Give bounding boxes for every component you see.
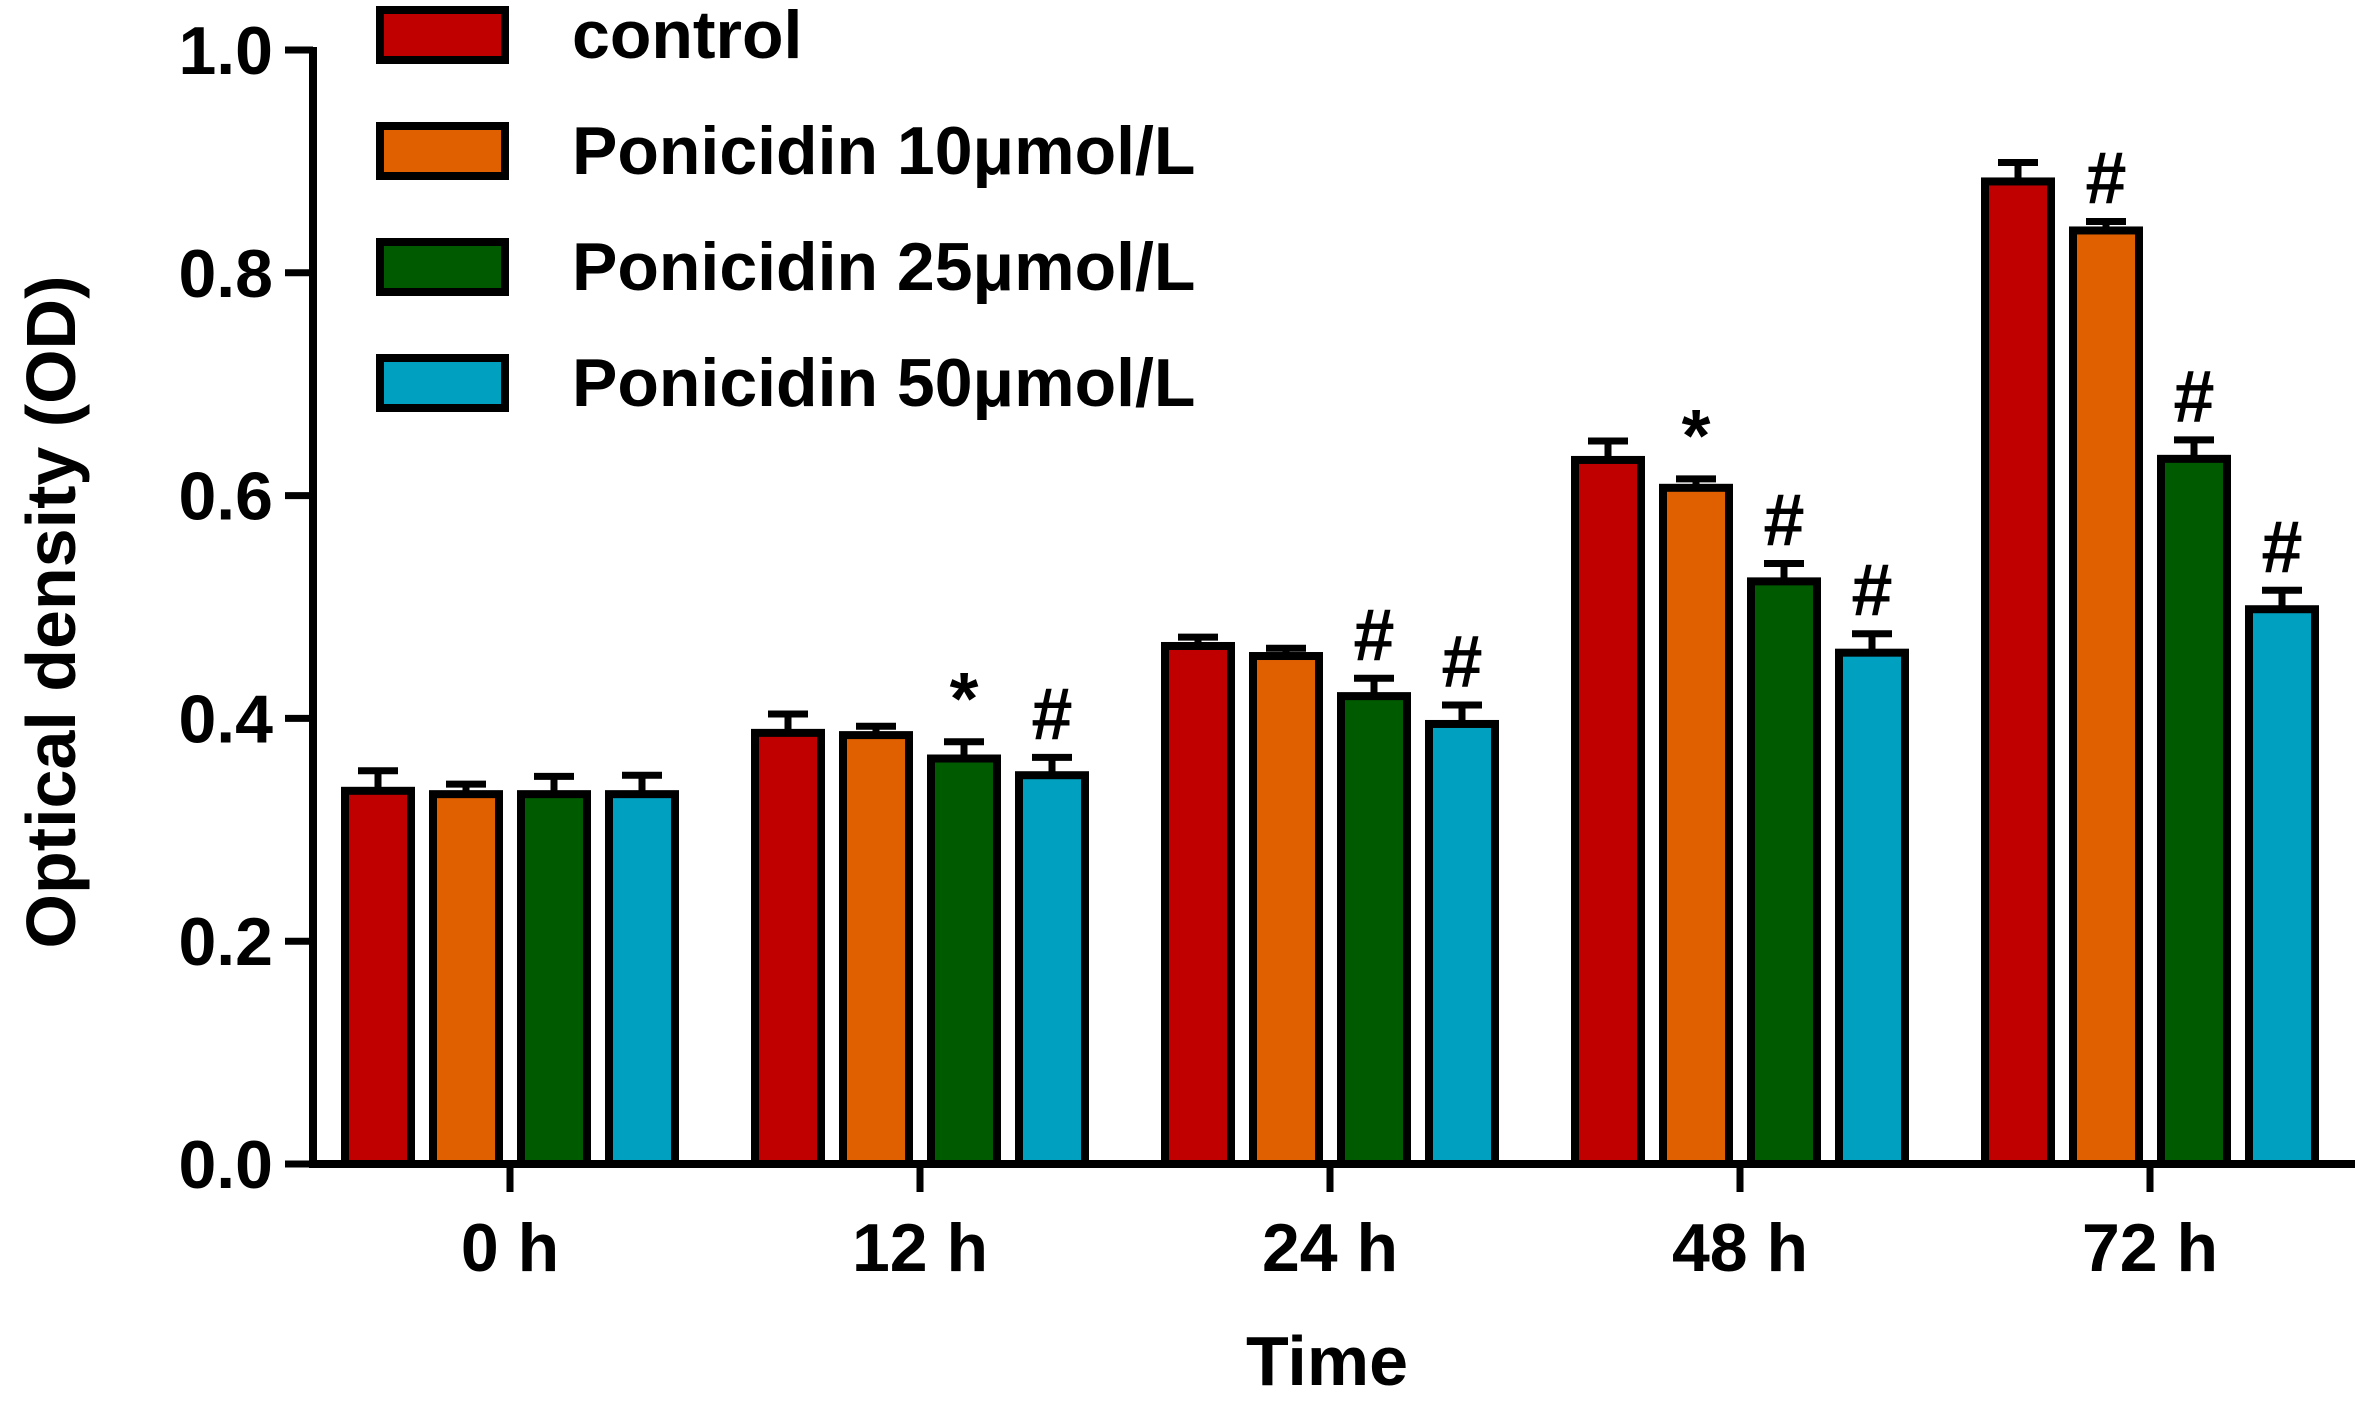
significance-mark: #	[1031, 672, 1072, 755]
legend-label: control	[572, 0, 802, 73]
significance-mark: *	[1682, 394, 1711, 477]
bar-12h-series-1	[839, 731, 913, 1168]
bar-0h-series-2	[517, 790, 591, 1168]
plot-area: 0 h * #12 h # #24 h * # #48 h # # #72 h 0.0 0.2 0.4 0.…	[178, 13, 2355, 1286]
x-tick-label: 72 h	[2082, 1210, 2218, 1286]
significance-mark: *	[950, 657, 979, 740]
x-tick-label: 12 h	[852, 1210, 988, 1286]
legend-label: Ponicidin 10μmol/L	[572, 113, 1195, 189]
legend-label: Ponicidin 50μmol/L	[572, 345, 1195, 421]
significance-mark: #	[1763, 479, 1804, 562]
y-axis-title: Optical density (OD)	[12, 276, 90, 949]
x-tick-label: 0 h	[461, 1210, 559, 1286]
y-tick-label: 0.4	[178, 681, 273, 757]
bar-0h-series-3	[605, 790, 679, 1168]
bar-24h-series-1	[1249, 652, 1323, 1168]
legend-swatch	[376, 238, 509, 296]
bar-24h-series-0	[1161, 641, 1235, 1168]
bar-24h-series-3	[1425, 719, 1499, 1168]
y-tick-label: 0.2	[178, 904, 273, 980]
significance-mark: #	[2261, 505, 2302, 588]
y-tick-label: 1.0	[178, 13, 273, 89]
legend: control Ponicidin 10μmol/L Ponicidin 25μmo…	[376, 0, 1195, 421]
legend-label: Ponicidin 25μmol/L	[572, 229, 1195, 305]
bar-72h-series-0	[1981, 177, 2055, 1168]
legend-swatch	[376, 122, 509, 180]
y-tick-label: 0.6	[178, 459, 273, 535]
bar-48h-series-2	[1747, 577, 1821, 1168]
bar-48h-series-0	[1571, 455, 1645, 1168]
bar-24h-series-2	[1337, 692, 1411, 1168]
bar-72h-series-3	[2245, 605, 2319, 1168]
bar-12h-series-0	[751, 728, 825, 1169]
bar-48h-series-3	[1835, 648, 1909, 1168]
bar-0h-series-0	[341, 786, 415, 1168]
bar-48h-series-1	[1659, 483, 1733, 1168]
significance-mark: #	[2085, 137, 2126, 220]
significance-mark: #	[2173, 355, 2214, 438]
y-tick-label: 0.8	[178, 236, 273, 312]
significance-mark: #	[1851, 549, 1892, 632]
significance-mark: #	[1353, 593, 1394, 676]
bar-72h-series-2	[2157, 454, 2231, 1168]
x-tick-label: 48 h	[1672, 1210, 1808, 1286]
y-tick-label: 0.0	[178, 1127, 273, 1203]
bar-12h-series-2	[927, 754, 1001, 1169]
legend-swatch	[376, 354, 509, 412]
x-axis-title: Time	[1246, 1322, 1408, 1400]
x-tick-label: 24 h	[1262, 1210, 1398, 1286]
bar-72h-series-1	[2069, 226, 2143, 1168]
significance-mark: #	[1441, 620, 1482, 703]
legend-swatch	[376, 6, 509, 64]
bar-12h-series-3	[1015, 771, 1089, 1168]
bar-0h-series-1	[429, 790, 503, 1168]
